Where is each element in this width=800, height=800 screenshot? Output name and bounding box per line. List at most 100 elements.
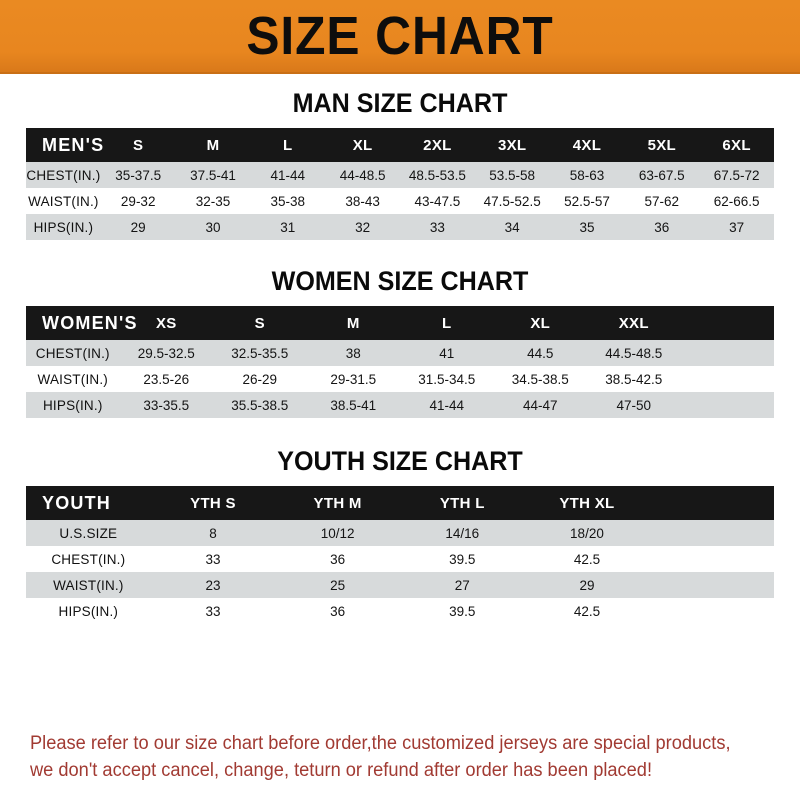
women-header-row: WOMEN'S XS S M L XL XXL [26,306,774,340]
table-row: HIPS(IN.) 33-35.5 35.5-38.5 38.5-41 41-4… [26,392,774,418]
youth-hips-xl: 42.5 [573,603,601,619]
man-waist-3xl: 47.5-52.5 [483,193,541,209]
youth-header-row: YOUTH YTH S YTH M YTH L YTH XL [26,486,774,520]
youth-waist-xl: 29 [579,577,595,593]
man-col-5xl: 5XL [647,136,676,154]
youth-header-label: YOUTH [42,492,111,513]
women-hips-xs: 33-35.5 [143,397,190,413]
man-waist-m: 32-35 [195,193,231,209]
youth-ussize-l: 14/16 [445,525,480,541]
table-row: WAIST(IN.) 23 25 27 29 [26,572,774,598]
women-col-xxl: XXL [618,314,649,332]
youth-waist-s: 23 [205,577,221,593]
youth-waist-m: 25 [330,577,346,593]
man-chest-l: 41-44 [270,167,306,183]
man-hips-3xl: 34 [504,219,520,235]
women-size-table: WOMEN'S XS S M L XL XXL CHEST(IN.) 29.5-… [26,306,774,418]
women-hips-empty [681,392,775,418]
youth-col-empty [649,486,774,520]
page-banner: SIZE CHART [0,0,800,74]
man-hips-5xl: 36 [654,219,670,235]
man-waist-s: 29-32 [120,193,156,209]
women-chest-l: 41 [439,345,455,361]
women-chest-xl: 44.5 [527,345,554,361]
youth-chest-s: 33 [205,551,221,567]
table-row: U.S.SIZE 8 10/12 14/16 18/20 [26,520,774,546]
youth-waist-l: 27 [454,577,470,593]
man-hips-2xl: 33 [429,219,445,235]
youth-waist-empty [649,572,774,598]
man-col-s: S [133,136,144,154]
banner-title: SIZE CHART [246,6,554,66]
man-waist-4xl: 52.5-57 [564,193,610,209]
youth-col-l: YTH L [439,494,485,512]
women-section-title: WOMEN SIZE CHART [271,266,529,296]
man-row-label-hips: HIPS(IN.) [33,219,94,235]
man-col-4xl: 4XL [572,136,602,154]
women-waist-s: 26-29 [242,371,278,387]
women-col-xs: XS [155,314,177,332]
man-section-title: MAN SIZE CHART [292,88,508,118]
women-waist-xs: 23.5-26 [143,371,190,387]
youth-hips-s: 33 [205,603,221,619]
table-row: CHEST(IN.) 29.5-32.5 32.5-35.5 38 41 44.… [26,340,774,366]
women-col-s: S [254,314,265,332]
man-col-3xl: 3XL [497,136,527,154]
women-chest-xs: 29.5-32.5 [137,345,195,361]
man-chest-m: 37.5-41 [190,167,236,183]
youth-size-table: YOUTH YTH S YTH M YTH L YTH XL U.S.SIZE … [26,486,774,624]
youth-ussize-empty [649,520,774,546]
man-col-m: M [206,136,220,154]
man-waist-6xl: 62-66.5 [713,193,760,209]
youth-hips-l: 39.5 [449,603,476,619]
youth-ussize-s: 8 [209,525,217,541]
women-col-m: M [346,314,360,332]
man-chest-5xl: 63-67.5 [638,167,685,183]
women-header-label: WOMEN'S [42,312,138,333]
man-col-2xl: 2XL [423,136,452,154]
table-row: WAIST(IN.) 29-32 32-35 35-38 38-43 43-47… [26,188,774,214]
youth-table-body: U.S.SIZE 8 10/12 14/16 18/20 CHEST(IN.) … [26,520,774,624]
women-waist-m: 29-31.5 [330,371,377,387]
man-col-l: L [283,136,293,154]
man-size-table-wrap: MEN'S S M L XL 2XL 3XL 4XL 5XL 6XL CHEST… [26,128,774,240]
youth-row-label-hips: HIPS(IN.) [58,603,119,619]
youth-chest-l: 39.5 [449,551,476,567]
man-waist-5xl: 57-62 [644,193,680,209]
youth-chest-xl: 42.5 [573,551,601,567]
man-chest-xl: 44-48.5 [339,167,386,183]
man-chest-s: 35-37.5 [115,167,162,183]
youth-row-label-chest: CHEST(IN.) [51,551,126,567]
man-row-label-chest: CHEST(IN.) [26,167,101,183]
man-header-label: MEN'S [42,134,105,155]
women-hips-s: 35.5-38.5 [231,397,289,413]
youth-chest-empty [649,546,774,572]
youth-hips-empty [649,598,774,624]
table-row: HIPS(IN.) 33 36 39.5 42.5 [26,598,774,624]
women-chest-m: 38 [345,345,361,361]
women-hips-m: 38.5-41 [330,397,377,413]
women-row-label-chest: CHEST(IN.) [35,345,110,361]
women-row-label-waist: WAIST(IN.) [37,371,108,387]
man-hips-s: 29 [130,219,146,235]
man-hips-l: 31 [280,219,296,235]
table-row: CHEST(IN.) 33 36 39.5 42.5 [26,546,774,572]
man-col-xl: XL [352,136,373,154]
man-hips-6xl: 37 [729,219,745,235]
women-waist-xxl: 38.5-42.5 [605,371,663,387]
women-col-l: L [442,314,452,332]
youth-ussize-m: 10/12 [320,525,355,541]
man-waist-2xl: 43-47.5 [414,193,461,209]
women-table-head: WOMEN'S XS S M L XL XXL [26,306,774,340]
man-header-row: MEN'S S M L XL 2XL 3XL 4XL 5XL 6XL [26,128,774,162]
women-table-body: CHEST(IN.) 29.5-32.5 32.5-35.5 38 41 44.… [26,340,774,418]
women-row-label-hips: HIPS(IN.) [42,397,103,413]
women-col-xl: XL [530,314,551,332]
youth-chest-m: 36 [330,551,346,567]
women-col-empty [681,306,775,340]
table-row: WAIST(IN.) 23.5-26 26-29 29-31.5 31.5-34… [26,366,774,392]
man-chest-4xl: 58-63 [569,167,605,183]
women-hips-xl: 44-47 [522,397,558,413]
women-size-table-wrap: WOMEN'S XS S M L XL XXL CHEST(IN.) 29.5-… [26,306,774,418]
